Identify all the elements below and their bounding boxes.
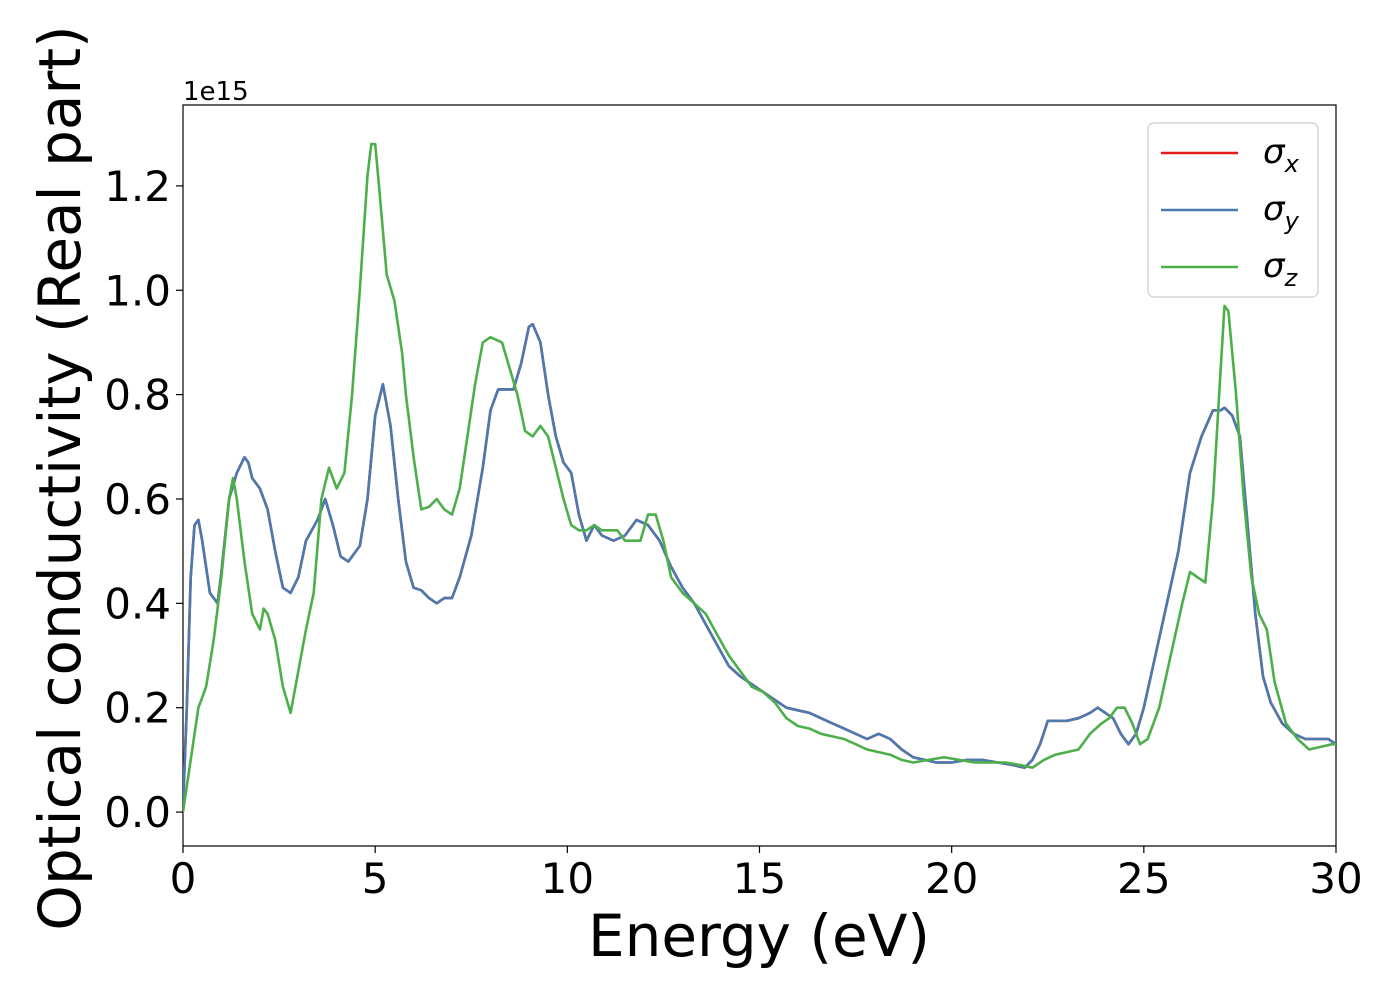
legend: σx σy σz [1147, 122, 1319, 298]
x-tick-label: 5 [362, 854, 389, 903]
legend-label-y: σy [1263, 189, 1300, 235]
x-tick-label: 0 [170, 854, 197, 903]
x-tick-label: 25 [1117, 854, 1170, 903]
legend-items: σx σy σz [1161, 132, 1300, 292]
x-axis-title: Energy (eV) [588, 902, 930, 970]
y-offset-label: 1e15 [183, 77, 249, 107]
x-tick-label: 30 [1309, 854, 1362, 903]
legend-label-x: σx [1263, 132, 1300, 178]
y-tick-label: 1.0 [104, 266, 171, 315]
series-line-x [183, 322, 1336, 809]
series-line-z [183, 142, 1336, 814]
y-tick-label: 0.8 [104, 371, 171, 420]
y-tick-label: 0.4 [104, 579, 171, 628]
y-axis-title: Optical conductivity (Real part) [26, 25, 94, 930]
y-axis: 0.0 0.2 0.4 0.6 0.8 1.0 1.2 [104, 162, 183, 837]
y-tick-label: 0.0 [104, 788, 171, 837]
x-tick-label: 10 [541, 854, 594, 903]
x-axis: 0 5 10 15 20 25 30 [170, 846, 1363, 903]
y-tick-label: 1.2 [104, 162, 171, 211]
x-tick-label: 15 [733, 854, 786, 903]
series-line-y [183, 322, 1336, 809]
series-layer [183, 142, 1336, 814]
y-tick-label: 0.6 [104, 475, 171, 524]
y-tick-label: 0.2 [104, 684, 171, 733]
legend-label-z: σz [1263, 246, 1299, 292]
x-tick-label: 20 [925, 854, 978, 903]
